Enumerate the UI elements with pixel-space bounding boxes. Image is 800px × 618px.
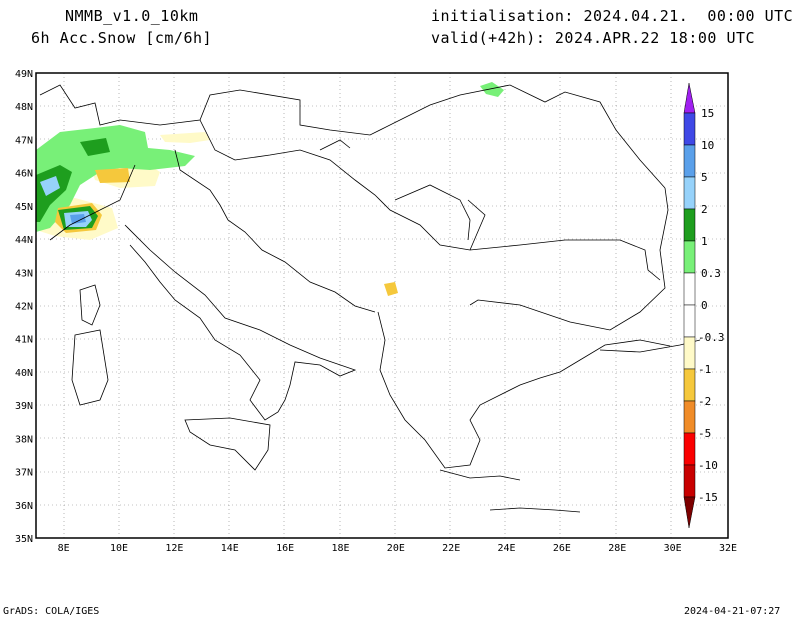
colorbar-box [683, 272, 696, 306]
lat-tick-label: 49N [15, 69, 33, 80]
lon-tick-label: 12E [165, 543, 183, 554]
colorbar-legend [683, 82, 696, 529]
colorbar-label: -5 [698, 427, 711, 440]
coastlines-borders [39, 84, 701, 513]
colorbar-box [683, 208, 696, 242]
lat-tick-label: 38N [15, 434, 33, 445]
colorbar-box [683, 368, 696, 402]
snow-area-blue [70, 214, 86, 224]
colorbar-box [683, 240, 696, 274]
colorbar-box [683, 144, 696, 178]
snow-area-green-dark [36, 165, 72, 222]
melt-area-yellow [384, 282, 398, 296]
init-time: initialisation: 2024.04.21. 00:00 UTC [431, 7, 794, 25]
snow-shading [36, 82, 504, 296]
valid-time: valid(+42h): 2024.APR.22 18:00 UTC [431, 29, 756, 47]
lat-lon-grid [36, 73, 728, 538]
colorbar-label: 5 [701, 171, 708, 184]
footer-credit: GrADS: COLA/IGES [3, 606, 100, 617]
lon-tick-label: 10E [110, 543, 128, 554]
latitude-tick-labels: 35N 36N 37N 38N 39N 40N 41N 42N 43N 44N 45N 46N 47N 4… [15, 69, 33, 545]
lat-tick-label: 47N [15, 135, 33, 146]
longitude-tick-labels: 8E 10E 12E 14E 16E 18E 20E 22E 24E 26E 28E 30E 32E [58, 543, 737, 554]
lat-tick-label: 42N [15, 302, 33, 313]
lon-tick-label: 24E [498, 543, 516, 554]
lat-tick-label: 43N [15, 268, 33, 279]
colorbar-label: 0 [701, 299, 708, 312]
lat-tick-label: 37N [15, 468, 33, 479]
snow-area-blue-light [40, 176, 60, 196]
colorbar-box [683, 304, 696, 338]
lat-tick-label: 39N [15, 401, 33, 412]
lat-tick-label: 44N [15, 235, 33, 246]
colorbar-bottom-triangle [683, 496, 696, 529]
lat-tick-label: 35N [15, 534, 33, 545]
lat-tick-label: 36N [15, 501, 33, 512]
footer-timestamp: 2024-04-21-07:27 [684, 606, 781, 617]
field-name: 6h Acc.Snow [cm/6h] [31, 29, 213, 47]
lat-tick-label: 41N [15, 335, 33, 346]
colorbar-box [683, 432, 696, 466]
lon-tick-label: 26E [553, 543, 571, 554]
snow-area-green-dark [80, 138, 110, 156]
snow-area-green-light [36, 125, 195, 232]
colorbar-label: -0.3 [698, 331, 725, 344]
lat-tick-label: 48N [15, 102, 33, 113]
colorbar-box [683, 400, 696, 434]
lon-tick-label: 20E [387, 543, 405, 554]
colorbar-label: 10 [701, 139, 714, 152]
plot-frame [35, 72, 729, 539]
lon-tick-label: 18E [331, 543, 349, 554]
colorbar-box [683, 112, 696, 146]
melt-area-yellow [95, 168, 130, 183]
lon-tick-label: 8E [58, 543, 70, 554]
lat-tick-label: 40N [15, 368, 33, 379]
lon-tick-label: 30E [664, 543, 682, 554]
colorbar-label: 15 [701, 107, 714, 120]
colorbar-label: -10 [698, 459, 718, 472]
colorbar-label: -2 [698, 395, 711, 408]
colorbar-box [683, 176, 696, 210]
colorbar-labels: 15 10 5 2 1 0.3 0 -0.3 -1 -2 -5 -10 -15 [698, 107, 725, 504]
snow-area-green-light [480, 82, 504, 97]
colorbar-label: 0.3 [701, 267, 721, 280]
lon-tick-label: 22E [442, 543, 460, 554]
colorbar-top-triangle [683, 82, 696, 114]
colorbar-box [683, 336, 696, 370]
melt-area-light [160, 132, 210, 143]
colorbar-label: -15 [698, 491, 718, 504]
lon-tick-label: 16E [276, 543, 294, 554]
lon-tick-label: 14E [221, 543, 239, 554]
lon-tick-label: 32E [719, 543, 737, 554]
colorbar-label: -1 [698, 363, 711, 376]
lat-tick-label: 46N [15, 169, 33, 180]
model-name: NMMB_v1.0_10km [65, 7, 199, 25]
colorbar-label: 2 [701, 203, 708, 216]
colorbar-label: 1 [701, 235, 708, 248]
lon-tick-label: 28E [608, 543, 626, 554]
colorbar-box [683, 464, 696, 498]
lat-tick-label: 45N [15, 202, 33, 213]
